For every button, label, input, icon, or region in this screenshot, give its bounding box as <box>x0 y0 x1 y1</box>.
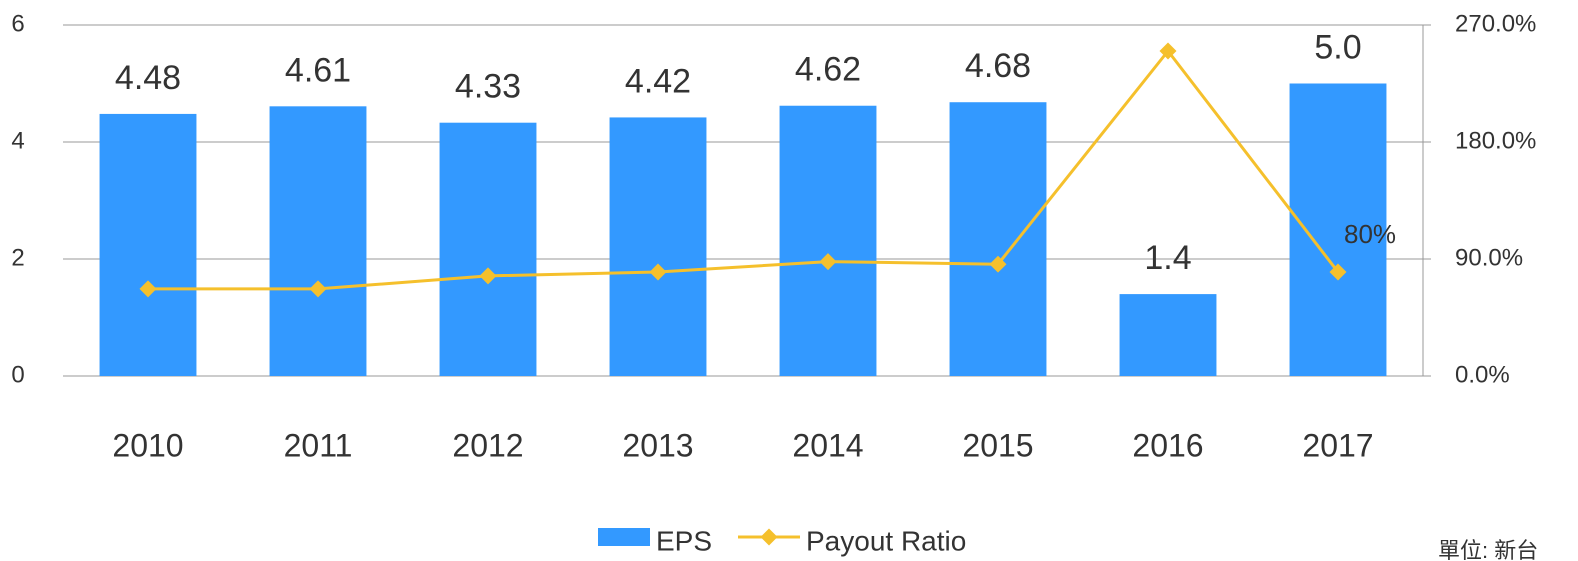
x-tick-label: 2017 <box>1302 427 1373 463</box>
bar-value-label: 5.0 <box>1314 28 1361 66</box>
legend-label: Payout Ratio <box>806 525 966 556</box>
x-tick-label: 2012 <box>452 427 523 463</box>
legend-marker <box>760 528 778 546</box>
legend-label: EPS <box>656 525 712 556</box>
legend-swatch <box>598 528 650 546</box>
line-marker <box>989 255 1007 273</box>
y-tick-label: 0 <box>11 361 24 388</box>
y-tick-label: 2 <box>11 244 24 271</box>
bar-value-label: 1.4 <box>1144 239 1191 277</box>
unit-note: 單位: 新台 <box>1438 538 1538 561</box>
y2-tick-label: 270.0% <box>1455 10 1536 37</box>
bar <box>99 113 197 377</box>
y2-tick-label: 0.0% <box>1455 361 1510 388</box>
x-tick-label: 2016 <box>1132 427 1203 463</box>
line-marker <box>649 263 667 281</box>
bar <box>949 102 1047 376</box>
bar-value-label: 4.68 <box>965 47 1031 85</box>
line-marker <box>479 267 497 285</box>
bar <box>609 117 707 377</box>
bar <box>439 122 537 376</box>
line-marker <box>819 253 837 271</box>
bar-value-label: 4.62 <box>795 51 861 89</box>
bar-value-label: 4.48 <box>115 59 181 97</box>
bar-value-label: 4.42 <box>625 62 691 100</box>
bar <box>779 105 877 376</box>
bar-value-label: 4.33 <box>455 68 521 106</box>
line <box>148 48 1340 291</box>
x-tick-label: 2014 <box>792 427 863 463</box>
bar <box>1119 294 1217 376</box>
x-tick-label: 2010 <box>112 427 183 463</box>
x-tick-label: 2013 <box>622 427 693 463</box>
y2-tick-label: 180.0% <box>1455 127 1536 154</box>
x-tick-label: 2011 <box>284 427 353 463</box>
x-tick-label: 2015 <box>962 427 1033 463</box>
line-value-label: 80% <box>1344 219 1396 249</box>
line-marker <box>309 280 327 298</box>
y-tick-label: 6 <box>11 10 24 37</box>
bar-value-label: 4.61 <box>285 51 351 89</box>
y2-tick-label: 90.0% <box>1455 244 1523 271</box>
line-marker <box>139 280 157 298</box>
y-tick-label: 4 <box>11 127 24 154</box>
bar <box>269 106 367 376</box>
